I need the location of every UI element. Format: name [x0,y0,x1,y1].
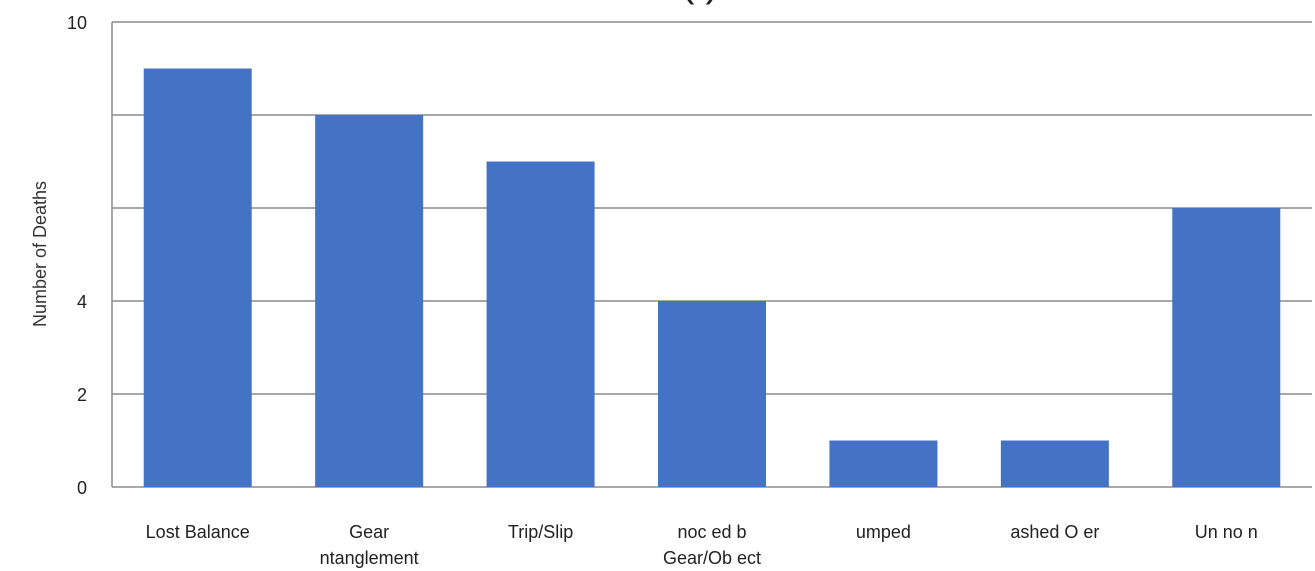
category-label-0: Lost Balance [146,522,250,542]
category-label-3-line-1: Gear/Ob ect [663,548,761,568]
y-tick-label-0: 0 [77,478,87,498]
category-label-2-line-0: Trip/Slip [508,522,573,542]
bar-0 [143,68,252,487]
y-tick-labels: 0 2 4 10 [67,13,87,498]
y-tick-label-3: 10 [67,13,87,33]
category-label-1: Gear ntanglement [320,522,419,568]
category-label-4-line-0: umped [856,522,911,542]
category-label-2: Trip/Slip [508,522,573,542]
chart-title: ( ) [681,0,719,5]
bar-1 [315,115,424,487]
category-label-5-line-0: ashed O er [1010,522,1099,542]
category-label-1-line-1: ntanglement [320,548,419,568]
bar-5 [1000,440,1109,487]
category-label-1-line-0: Gear [349,522,389,542]
category-label-0-line-0: Lost Balance [146,522,250,542]
category-labels: Lost Balance Gear ntanglement Trip/Slip noc … [146,522,1258,568]
category-label-6: Un no n [1195,522,1258,542]
bar-6 [1172,208,1281,487]
category-label-6-line-0: Un no n [1195,522,1258,542]
category-label-4: umped [856,522,911,542]
y-tick-label-2: 4 [77,292,87,312]
category-label-3-line-0: noc ed b [677,522,746,542]
y-tick-label-1: 2 [77,385,87,405]
category-label-3: noc ed b Gear/Ob ect [663,522,761,568]
bar-3 [658,301,766,487]
y-axis-label: Number of Deaths [30,181,50,327]
category-label-5: ashed O er [1010,522,1099,542]
bars [143,68,1281,487]
bar-2 [486,161,595,487]
bar-4 [829,440,938,487]
